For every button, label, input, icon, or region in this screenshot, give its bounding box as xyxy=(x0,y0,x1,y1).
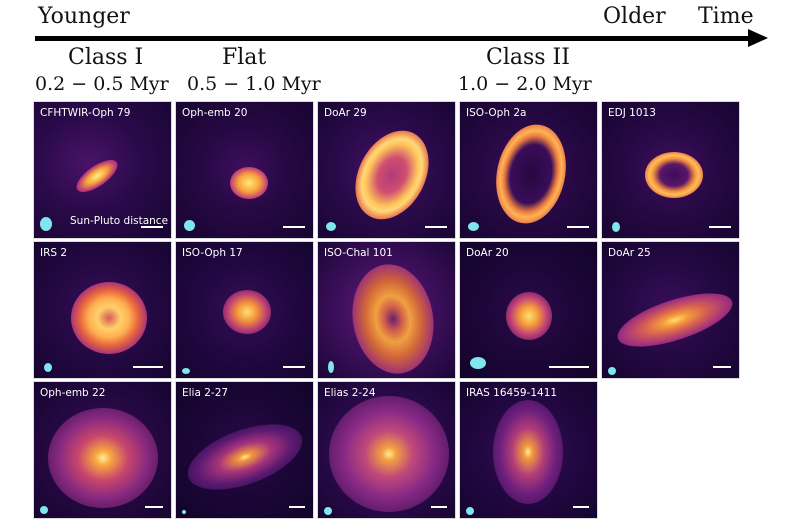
beam-ellipse-icon xyxy=(40,506,48,514)
class-ii-title: Class II xyxy=(486,45,570,70)
disk-image xyxy=(328,396,449,512)
beam-ellipse-icon xyxy=(324,507,332,515)
flat-title: Flat xyxy=(222,45,267,70)
scale-bar xyxy=(289,506,305,508)
disk-panel-iras-16459-1411: IRAS 16459-1411 xyxy=(459,381,598,519)
disk-panel-irs-2: IRS 2 xyxy=(33,241,172,379)
beam-ellipse-icon xyxy=(44,363,52,372)
beam-ellipse-icon xyxy=(466,507,474,515)
scale-bar xyxy=(713,366,731,368)
scale-bar xyxy=(141,226,163,228)
disk-panel-iso-oph-2a: ISO-Oph 2a xyxy=(459,101,598,239)
disk-panel-doar-20: DoAr 20 xyxy=(459,241,598,379)
disk-panel-oph-emb-20: Oph-emb 20 xyxy=(175,101,314,239)
scale-bar xyxy=(567,226,589,228)
beam-ellipse-icon xyxy=(470,357,486,369)
panel-label: ISO-Oph 17 xyxy=(182,247,243,259)
scale-note: Sun-Pluto distance xyxy=(70,215,169,227)
panel-label: Elias 2-24 xyxy=(324,387,376,399)
panel-label: DoAr 25 xyxy=(608,247,651,259)
disk-panel-doar-25: DoAr 25 xyxy=(601,241,740,379)
disk-panel-cfhtwir-oph-79: CFHTWIR-Oph 79 Sun-Pluto distance xyxy=(33,101,172,239)
beam-ellipse-icon xyxy=(40,217,52,231)
timeline-arrow-shaft xyxy=(35,36,755,41)
scale-bar xyxy=(133,366,163,368)
disk-image xyxy=(222,290,271,334)
beam-ellipse-icon xyxy=(608,367,616,375)
disk-image xyxy=(70,282,147,354)
beam-ellipse-icon xyxy=(184,220,195,231)
panel-label: Elia 2-27 xyxy=(182,387,229,399)
panel-label: ISO-Oph 2a xyxy=(466,107,527,119)
timeline-older-label: Older xyxy=(603,4,666,29)
panel-label: DoAr 29 xyxy=(324,107,367,119)
scale-bar xyxy=(425,226,447,228)
timeline-younger-label: Younger xyxy=(38,4,130,29)
disk-panel-iso-oph-17: ISO-Oph 17 xyxy=(175,241,314,379)
panel-label: IRAS 16459-1411 xyxy=(466,387,558,399)
disk-image xyxy=(229,167,268,199)
beam-ellipse-icon xyxy=(182,368,190,374)
disk-image xyxy=(47,408,158,508)
disk-panel-edj-1013: EDJ 1013 xyxy=(601,101,740,239)
panel-label: IRS 2 xyxy=(40,247,68,259)
beam-ellipse-icon xyxy=(612,222,620,232)
scale-bar xyxy=(283,226,305,228)
scale-bar xyxy=(145,506,163,508)
beam-ellipse-icon xyxy=(328,361,334,373)
panel-label: Oph-emb 22 xyxy=(40,387,106,399)
disk-image xyxy=(644,152,703,198)
disk-panel-doar-29: DoAr 29 xyxy=(317,101,456,239)
scale-bar xyxy=(573,506,589,508)
disk-panel-iso-chal-101: ISO-Chal 101 xyxy=(317,241,456,379)
beam-ellipse-icon xyxy=(326,222,336,231)
beam-ellipse-icon xyxy=(182,510,186,514)
panel-label: DoAr 20 xyxy=(466,247,509,259)
panel-label: EDJ 1013 xyxy=(608,107,656,119)
disk-image xyxy=(492,400,563,504)
disk-panel-elias-2-24: Elias 2-24 xyxy=(317,381,456,519)
class-i-age: 0.2 − 0.5 Myr xyxy=(35,73,169,95)
panel-label: CFHTWIR-Oph 79 xyxy=(40,107,131,119)
class-ii-age: 1.0 − 2.0 Myr xyxy=(458,73,592,95)
panel-label: ISO-Chal 101 xyxy=(324,247,393,259)
beam-ellipse-icon xyxy=(468,222,479,231)
scale-bar xyxy=(549,366,589,368)
disk-panel-elia-2-27: Elia 2-27 xyxy=(175,381,314,519)
scale-bar xyxy=(431,506,447,508)
scale-bar xyxy=(283,366,305,368)
class-i-title: Class I xyxy=(68,45,144,70)
timeline-time-label: Time xyxy=(698,4,754,29)
timeline-arrow-head-icon xyxy=(748,29,768,47)
flat-age: 0.5 − 1.0 Myr xyxy=(187,73,321,95)
scale-bar xyxy=(709,226,731,228)
panel-label: Oph-emb 20 xyxy=(182,107,248,119)
disk-panel-oph-emb-22: Oph-emb 22 xyxy=(33,381,172,519)
disk-image xyxy=(505,292,552,340)
